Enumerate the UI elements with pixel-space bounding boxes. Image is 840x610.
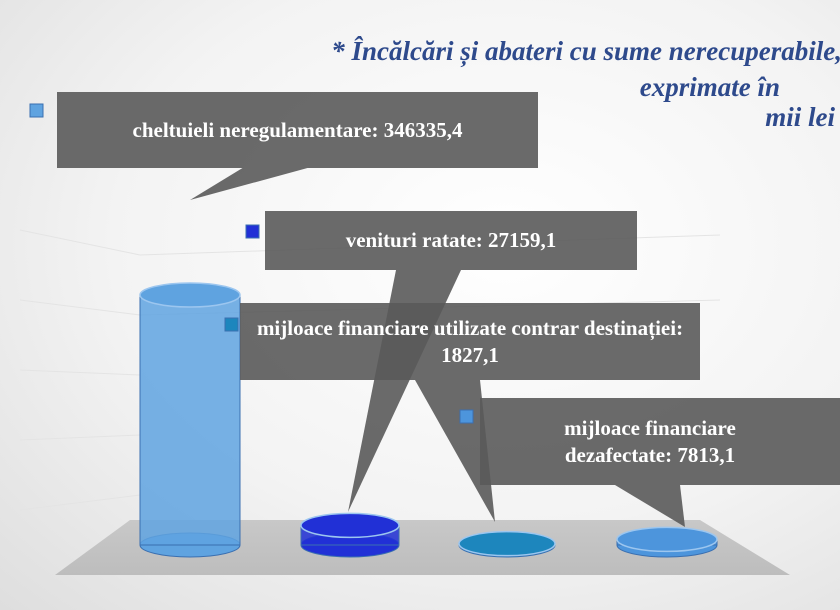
chart-title: * Încălcări și abateri cu sume nerecuper… <box>331 36 840 66</box>
data-label: mijloace financiare utilizate contrar de… <box>256 316 684 367</box>
cylinder-top <box>300 512 400 539</box>
cylinder-top <box>616 526 718 553</box>
data-label: mijloace financiare dezafectate: 7813,1 <box>564 416 736 467</box>
cylinder-top <box>458 530 556 557</box>
callout-box <box>480 398 840 485</box>
cylinder <box>458 530 556 558</box>
chart-title: exprimate în <box>639 72 780 102</box>
cylinder <box>616 526 718 558</box>
legend-key <box>245 224 260 239</box>
callout-pointer <box>190 168 308 200</box>
callout-box <box>240 303 700 380</box>
data-label: venituri ratate: 27159,1 <box>345 228 557 253</box>
chart-title: mii lei <box>765 102 835 132</box>
callout-pointer <box>615 485 685 527</box>
cylinder-body <box>139 294 241 546</box>
legend-key <box>459 409 474 424</box>
legend-key <box>29 103 44 118</box>
cylinder <box>300 512 400 558</box>
callout-box <box>265 211 637 270</box>
legend-key <box>224 317 239 332</box>
cylinder <box>139 282 241 558</box>
callout-box <box>57 92 538 168</box>
cylinder-top <box>139 282 241 308</box>
data-label: cheltuieli neregulamentare: 346335,4 <box>132 117 463 142</box>
callout-pointer <box>415 380 495 522</box>
